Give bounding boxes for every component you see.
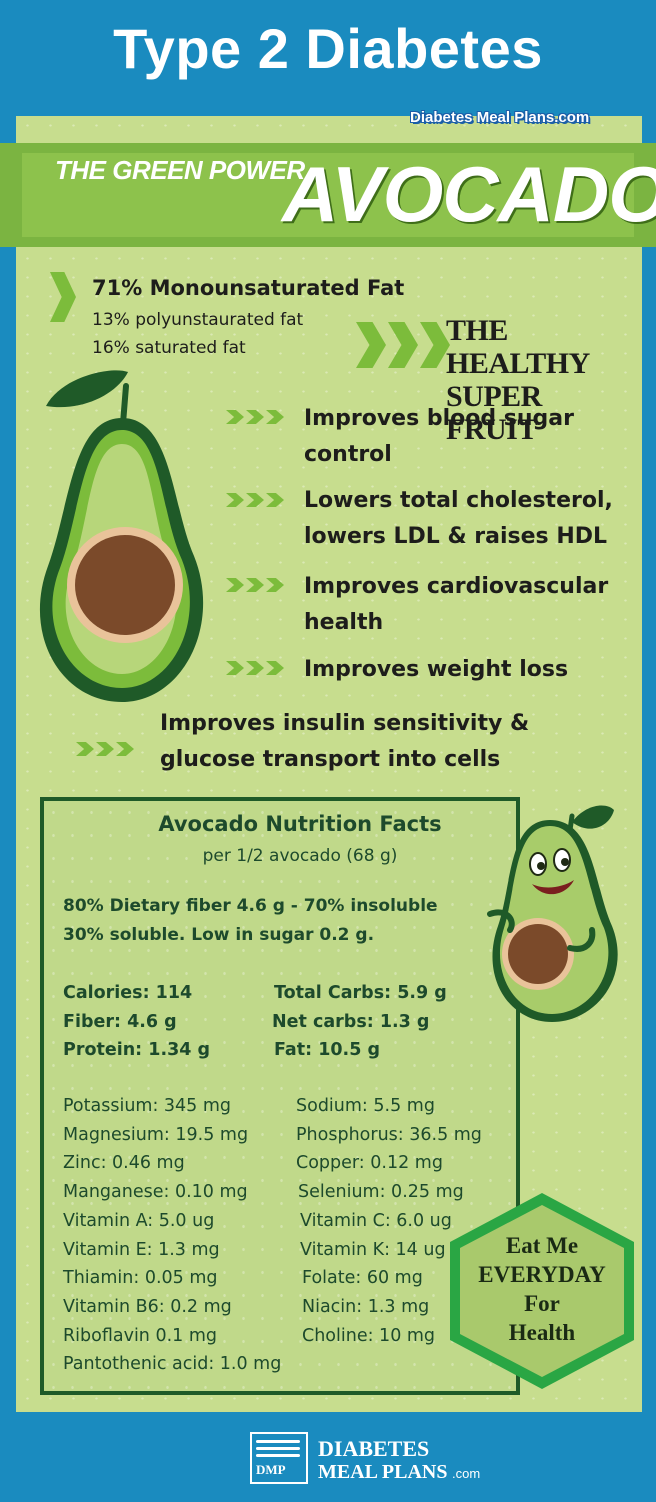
micro-niacin: Niacin: 1.3 mg: [302, 1297, 430, 1317]
micro-vitamin-c: Vitamin C: 6.0 ug: [300, 1211, 452, 1231]
super-fruit: THE HEALTHY SUPER FRUIT: [446, 314, 636, 446]
fiber-note-2: 30% soluble. Low in sugar 0.2 g.: [63, 925, 375, 945]
avocado-leaf: [46, 370, 128, 408]
brand-line-2: MEAL PLANS: [318, 1461, 448, 1483]
banner-inner: [22, 153, 634, 237]
macro-fat: Fat: 10.5 g: [274, 1040, 380, 1060]
cartoon-leaf: [572, 805, 614, 829]
benefit-3: Improves cardiovascular health: [304, 574, 609, 635]
logo-mark: DMP: [256, 1462, 286, 1477]
cartoon-pit: [508, 924, 568, 984]
logo-stripe: [256, 1447, 300, 1450]
nutrition-serving: per 1/2 avocado (68 g): [202, 846, 398, 866]
nutrition-title: Avocado Nutrition Facts: [158, 812, 442, 836]
cartoon-right-pupil: [561, 858, 569, 866]
chevron-icon: [356, 322, 450, 368]
micro-manganese: Manganese: 0.10 mg: [63, 1182, 248, 1202]
logo-stripe: [256, 1454, 300, 1457]
micro-vitamin-e: Vitamin E: 1.3 mg: [63, 1240, 220, 1260]
micro-thiamin: Thiamin: 0.05 mg: [63, 1268, 218, 1288]
chevron-icon: [50, 272, 76, 322]
footer: [0, 1412, 656, 1502]
banner: [0, 143, 656, 247]
cartoon-left-arm: [487, 909, 515, 933]
macro-total-carbs: Total Carbs: 5.9 g: [274, 983, 447, 1003]
micro-potassium: Potassium: 345 mg: [63, 1096, 232, 1116]
micro-magnesium: Magnesium: 19.5 mg: [63, 1125, 249, 1145]
brand-line-1: DIABETES: [318, 1436, 430, 1461]
cartoon-mouth: [532, 880, 574, 895]
site-tag: Diabetes Meal Plans.com: [410, 109, 590, 126]
avocado-illustration: [39, 370, 204, 702]
benefit-4: Improves weight loss: [304, 657, 569, 682]
poly-fat: 13% polyunstaurated fat: [92, 310, 304, 330]
macro-calories: Calories: 114: [63, 983, 193, 1003]
micro-selenium: Selenium: 0.25 mg: [298, 1182, 464, 1202]
cartoon-left-pupil: [537, 862, 545, 870]
super-fruit-line2: SUPER FRUIT: [446, 380, 542, 446]
page-title: Type 2 Diabetes: [113, 17, 543, 80]
macro-net-carbs: Net carbs: 1.3 g: [272, 1012, 430, 1032]
chevron-icon: [226, 493, 284, 507]
brand-line-3: .com: [452, 1466, 481, 1481]
avocado-pit: [75, 535, 175, 635]
benefit-1: Improves blood sugar control: [304, 406, 574, 467]
micro-sodium: Sodium: 5.5 mg: [296, 1096, 435, 1116]
super-fruit-line1: THE HEALTHY: [446, 314, 590, 380]
micro-folate: Folate: 60 mg: [302, 1268, 423, 1288]
eat-me-badge: Eat Me EVERYDAY For Health: [478, 1233, 606, 1345]
micro-phosphorus: Phosphorus: 36.5 mg: [296, 1125, 482, 1145]
fiber-note-1: 80% Dietary fiber 4.6 g - 70% insoluble: [63, 896, 438, 916]
macro-protein: Protein: 1.34 g: [63, 1040, 211, 1060]
sat-fat: 16% saturated fat: [92, 338, 246, 358]
cartoon-avocado-illustration: [487, 805, 618, 1022]
banner-name: AVOCADO: [282, 150, 656, 238]
micro-vitamin-k: Vitamin K: 14 ug: [300, 1240, 446, 1260]
benefit-2: Lowers total cholesterol, lowers LDL & r…: [304, 488, 613, 549]
chevron-icon: [76, 742, 134, 756]
micro-vitamin-a: Vitamin A: 5.0 ug: [63, 1211, 215, 1231]
cartoon-right-arm: [567, 927, 596, 952]
micro-choline: Choline: 10 mg: [302, 1326, 436, 1346]
chevron-icon: [226, 661, 284, 675]
micro-copper: Copper: 0.12 mg: [296, 1153, 443, 1173]
chevron-icon: [226, 410, 284, 424]
banner-tagline: THE GREEN POWER: [55, 155, 305, 185]
micro-pantothenic-acid: Pantothenic acid: 1.0 mg: [63, 1354, 282, 1374]
micro-vitamin-b6: Vitamin B6: 0.2 mg: [63, 1297, 232, 1317]
macro-fiber: Fiber: 4.6 g: [63, 1012, 177, 1032]
benefit-5: Improves insulin sensitivity & glucose t…: [160, 711, 530, 772]
mono-fat: 71% Monounsaturated Fat: [92, 276, 405, 300]
nutrition-facts-box: [40, 797, 520, 1395]
chevron-icon: [226, 578, 284, 592]
logo-stripe: [256, 1440, 300, 1443]
micro-riboflavin: Riboflavin 0.1 mg: [63, 1326, 218, 1346]
micro-zinc: Zinc: 0.46 mg: [63, 1153, 185, 1173]
